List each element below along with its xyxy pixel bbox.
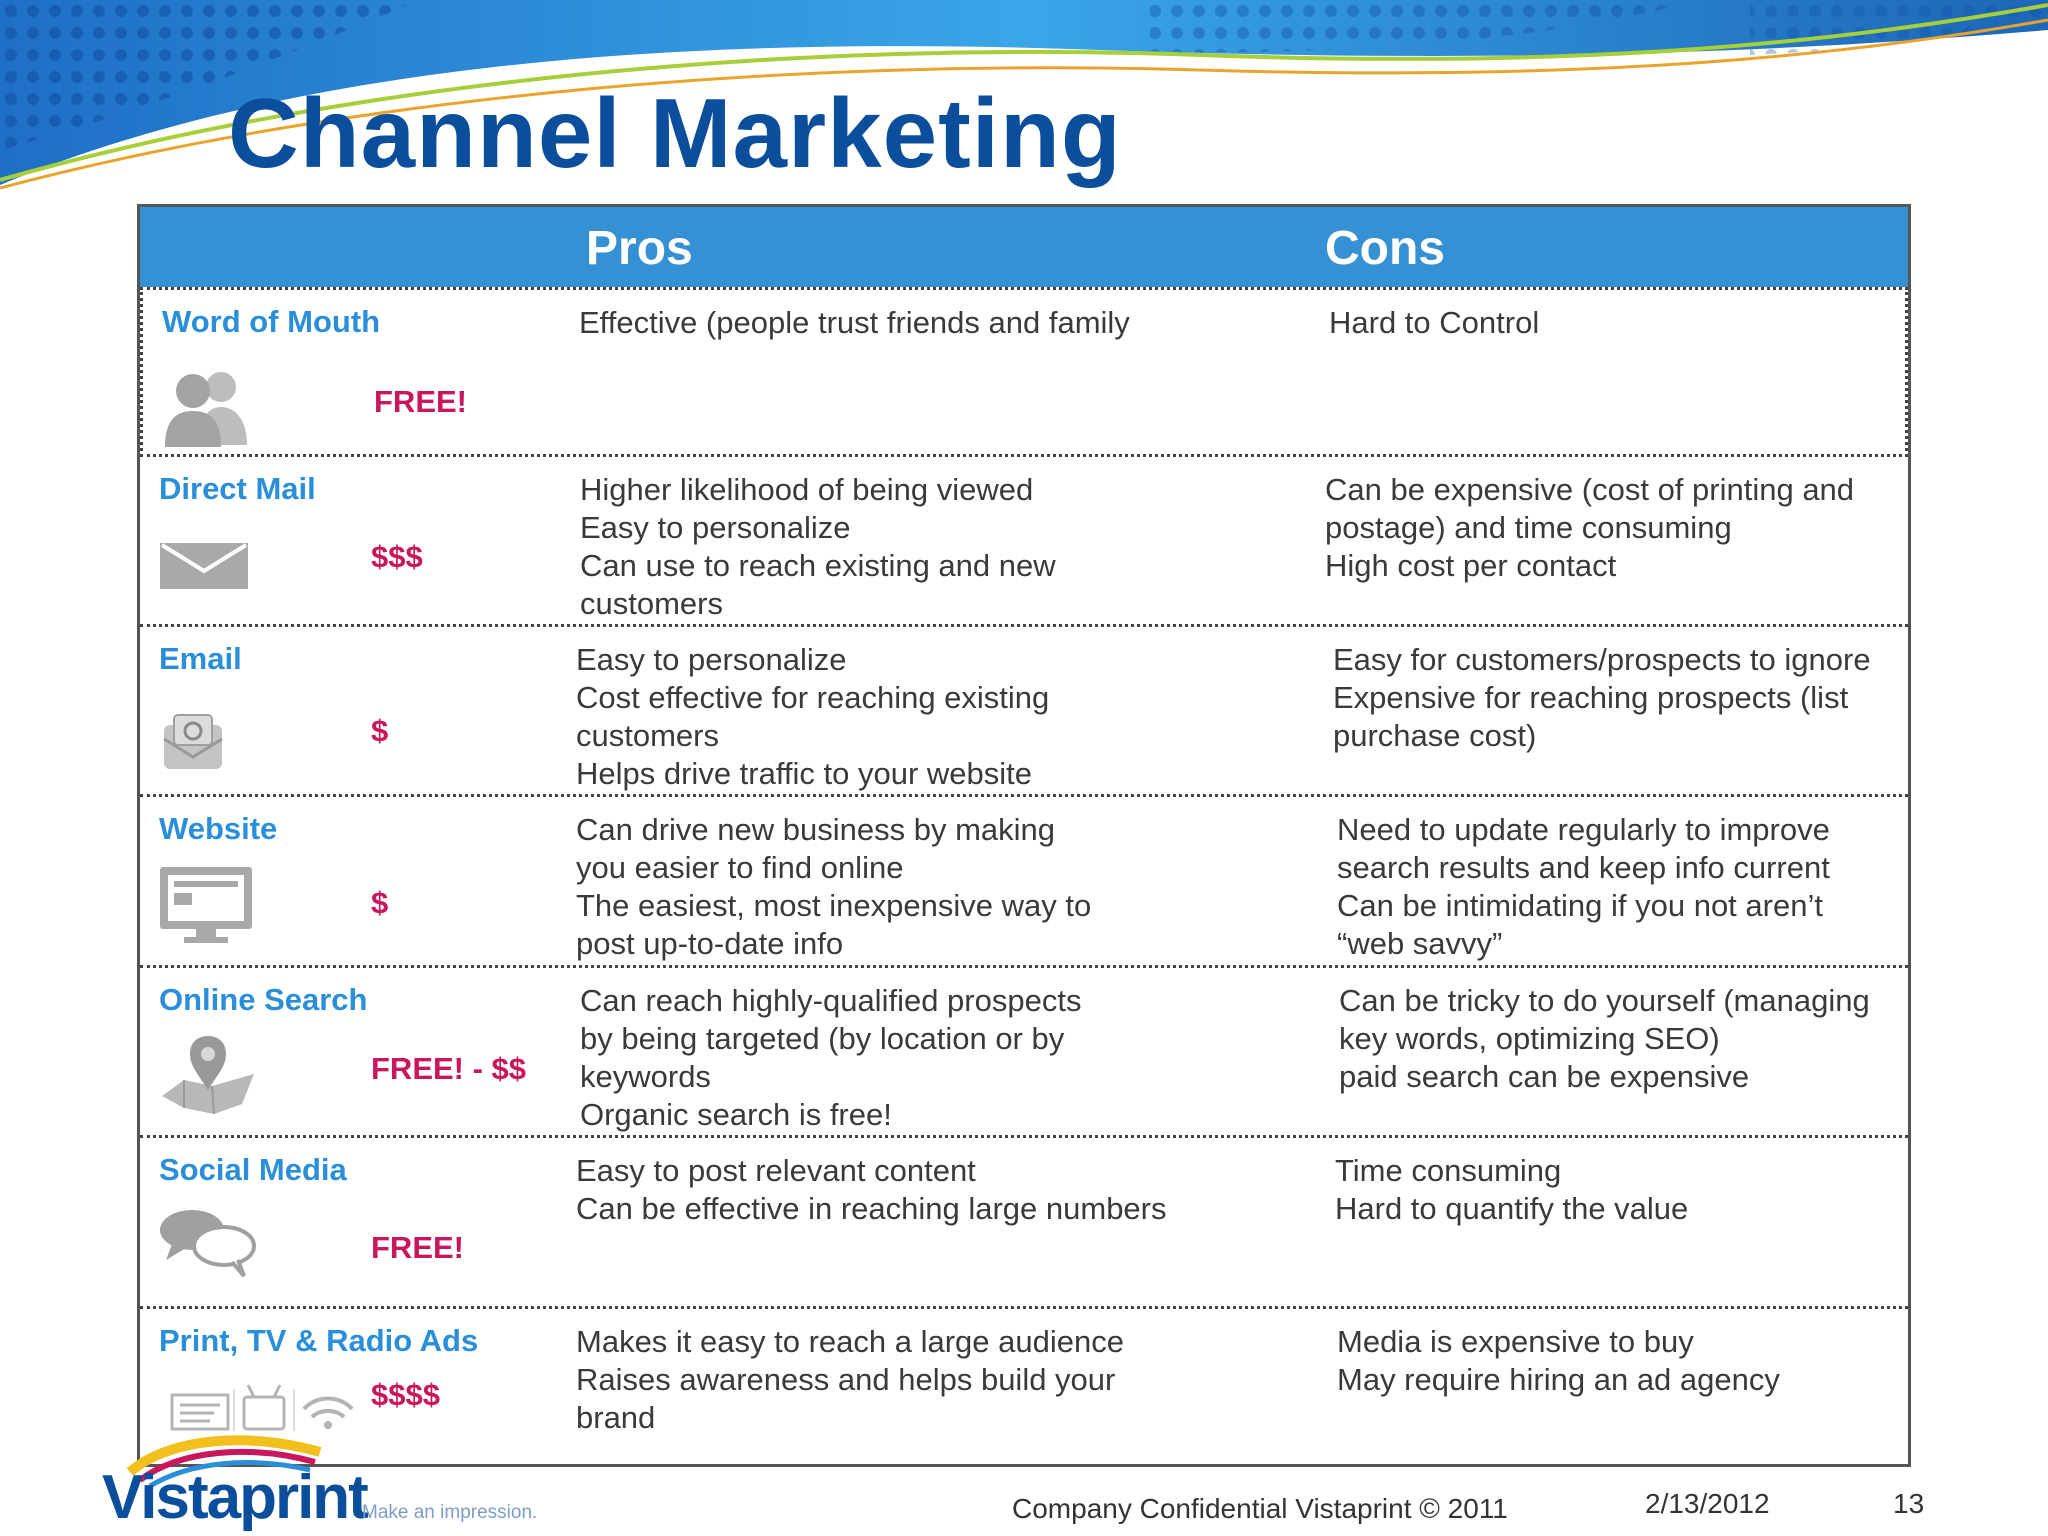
cons-item: Need to update regularly to improve sear… <box>1337 812 1830 885</box>
cost-label: $$$$ <box>371 1377 440 1412</box>
media-icons <box>170 1384 354 1431</box>
table-row: Word of Mouth FREE! Effective (people tr… <box>140 287 1908 457</box>
cons-cell: Hard to Control <box>1329 304 1904 342</box>
channel-name: Email <box>159 641 242 676</box>
cons-cell: Media is expensive to buy May require hi… <box>1337 1323 1912 1399</box>
cons-item: Can be tricky to do yourself (managing k… <box>1339 983 1870 1056</box>
header-banner <box>0 0 2048 198</box>
channel-name: Direct Mail <box>159 471 316 506</box>
vistaprint-logo: Vistaprint Make an impression. <box>102 1435 537 1532</box>
pros-item: Cost effective for reaching existing cus… <box>576 680 1050 753</box>
cost-label: $ <box>371 885 389 920</box>
cost-label: FREE! - $$ <box>371 1051 527 1086</box>
pros-cell: Easy to post relevant content Can be eff… <box>576 1152 1216 1228</box>
table-row: Print, TV & Radio Ads $$$$ Makes it easy… <box>140 1309 1908 1464</box>
confidential-note: Company Confidential Vistaprint © 2011 <box>1012 1493 1508 1524</box>
pros-cell: Can reach highly-qualified prospects by … <box>580 982 1100 1134</box>
cons-cell: Can be tricky to do yourself (managing k… <box>1339 982 1899 1096</box>
channel-name: Website <box>159 811 278 846</box>
pros-item: Effective (people trust friends and fami… <box>579 305 1130 340</box>
table-row: Website $ Can drive new business by maki… <box>140 797 1908 968</box>
cons-cell: Need to update regularly to improve sear… <box>1337 811 1877 963</box>
cost-label: FREE! <box>374 384 467 419</box>
cons-cell: Time consuming Hard to quantify the valu… <box>1335 1152 1910 1228</box>
email-icon <box>163 714 223 769</box>
cost-label: FREE! <box>371 1230 464 1265</box>
cons-item: Can be intimidating if you not aren’t “w… <box>1337 888 1823 961</box>
channel-comparison-table: Pros Cons Word of Mouth FREE! Effective … <box>137 204 1911 1467</box>
header-pros: Pros <box>586 222 693 275</box>
pros-item: Can be effective in reaching large numbe… <box>576 1191 1167 1226</box>
cost-label: $$$ <box>371 539 423 574</box>
page-number: 13 <box>1893 1488 1925 1519</box>
pros-cell: Effective (people trust friends and fami… <box>579 304 1219 342</box>
pros-cell: Makes it easy to reach a large audience … <box>576 1323 1136 1437</box>
table-row: Email $ Easy to personalize Cost effecti… <box>140 627 1908 797</box>
cons-cell: Can be expensive (cost of printing and p… <box>1325 471 1900 585</box>
pros-item: Easy to personalize <box>580 510 851 545</box>
cons-item: Expensive for reaching prospects (list p… <box>1333 680 1849 753</box>
slide-date: 2/13/2012 <box>1645 1488 1770 1519</box>
pros-item: Can use to reach existing and new custom… <box>580 548 1056 621</box>
pros-item: Easy to personalize <box>576 642 847 677</box>
pros-cell: Higher likelihood of being viewed Easy t… <box>580 471 1100 623</box>
cons-item: High cost per contact <box>1325 548 1617 583</box>
table-row: Online Search FREE! - $$ Can reach highl… <box>140 968 1908 1138</box>
slide-title: Channel Marketing <box>228 78 1122 188</box>
chat-bubbles-icon <box>160 1210 256 1278</box>
cons-item: May require hiring an ad agency <box>1337 1362 1780 1397</box>
pros-item: Can drive new business by making you eas… <box>576 812 1056 885</box>
channel-name: Online Search <box>159 982 368 1017</box>
pros-item: Can reach highly-qualified prospects by … <box>580 983 1082 1094</box>
people-icon <box>165 372 247 447</box>
pros-item: The easiest, most inexpensive way to pos… <box>576 888 1092 961</box>
table-header: Pros Cons <box>140 207 1908 287</box>
pros-item: Organic search is free! <box>580 1097 892 1132</box>
cons-item: Easy for customers/prospects to ignore <box>1333 642 1871 677</box>
pros-cell: Can drive new business by making you eas… <box>576 811 1096 963</box>
cons-item: Hard to quantify the value <box>1335 1191 1689 1226</box>
pros-item: Easy to post relevant content <box>576 1153 976 1188</box>
table-row: Social Media FREE! Easy to post relevant… <box>140 1138 1908 1309</box>
table-row: Direct Mail $$$ Higher likelihood of bei… <box>140 457 1908 627</box>
channel-name: Print, TV & Radio Ads <box>159 1323 479 1358</box>
pros-item: Makes it easy to reach a large audience <box>576 1324 1124 1359</box>
map-pin-icon <box>162 1036 254 1115</box>
cons-item: paid search can be expensive <box>1339 1059 1750 1094</box>
cost-label: $ <box>371 713 389 748</box>
cons-item: Can be expensive (cost of printing and p… <box>1325 472 1855 545</box>
channel-name: Word of Mouth <box>162 304 381 339</box>
header-cons: Cons <box>1325 222 1445 275</box>
cons-cell: Easy for customers/prospects to ignore E… <box>1333 641 1908 755</box>
svg-text:Vistaprint: Vistaprint <box>102 1463 368 1532</box>
cons-item: Time consuming <box>1335 1153 1562 1188</box>
cons-item: Media is expensive to buy <box>1337 1324 1694 1359</box>
pros-cell: Easy to personalize Cost effective for r… <box>576 641 1096 793</box>
svg-text:Make an impression.: Make an impression. <box>362 1502 537 1523</box>
pros-item: Higher likelihood of being viewed <box>580 472 1034 507</box>
monitor-icon <box>160 867 252 943</box>
envelope-icon <box>160 543 248 589</box>
cons-item: Hard to Control <box>1329 305 1540 340</box>
pros-item: Raises awareness and helps build your br… <box>576 1362 1116 1435</box>
channel-name: Social Media <box>159 1152 347 1187</box>
pros-item: Helps drive traffic to your website <box>576 756 1033 791</box>
